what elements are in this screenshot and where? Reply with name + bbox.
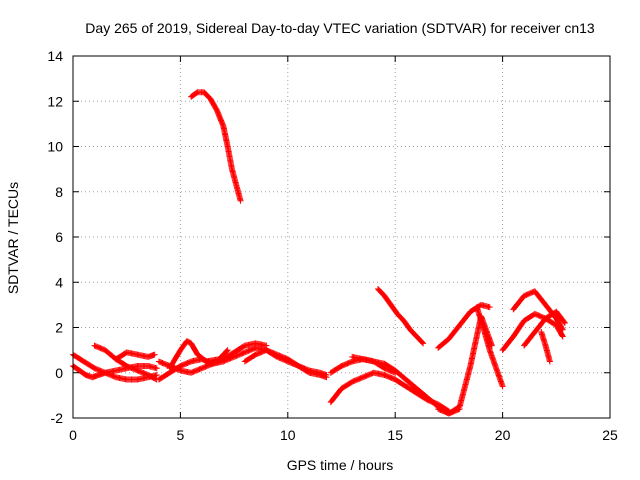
y-tick-label: 8 xyxy=(55,184,63,200)
series-arc-13 xyxy=(375,286,427,347)
series-arc-4 xyxy=(112,349,158,363)
x-tick-label: 20 xyxy=(495,427,511,443)
data-point xyxy=(420,340,427,347)
data-point xyxy=(561,318,568,325)
x-tick-label: 25 xyxy=(602,427,618,443)
data-point xyxy=(323,374,330,381)
y-tick-label: 0 xyxy=(55,365,63,381)
x-tick-label: 15 xyxy=(387,427,403,443)
data-point xyxy=(499,383,506,390)
y-tick-label: 2 xyxy=(55,320,63,336)
x-tick-label: 5 xyxy=(177,427,185,443)
series-arc-9 xyxy=(241,347,330,381)
series-arc-15 xyxy=(435,313,495,417)
data-point xyxy=(223,348,230,355)
data-point xyxy=(151,351,158,358)
data-point xyxy=(546,358,553,365)
data-point xyxy=(419,339,426,346)
data-point xyxy=(561,319,568,326)
data-point xyxy=(559,332,566,339)
chart-title: Day 265 of 2019, Sidereal Day-to-day VTE… xyxy=(85,20,595,36)
x-axis-label: GPS time / hours xyxy=(287,457,394,473)
data-point xyxy=(153,365,160,372)
grid xyxy=(73,56,610,418)
data-point xyxy=(559,333,566,340)
y-tick-label: 12 xyxy=(47,93,63,109)
data-point xyxy=(391,369,398,376)
data-points xyxy=(70,89,568,417)
y-tick-label: -2 xyxy=(51,410,64,426)
y-tick-label: 4 xyxy=(55,274,63,290)
y-tick-label: 6 xyxy=(55,229,63,245)
series-arc-16 xyxy=(473,304,506,390)
series-arc-12 xyxy=(349,353,399,376)
data-point xyxy=(224,347,231,354)
series-arc-8 xyxy=(188,89,244,204)
x-tick-label: 0 xyxy=(69,427,77,443)
data-point xyxy=(486,304,493,311)
x-tick-label: 10 xyxy=(280,427,296,443)
y-tick-label: 10 xyxy=(47,139,63,155)
data-point xyxy=(392,369,399,376)
series-arc-20 xyxy=(538,329,553,365)
data-point xyxy=(237,197,244,204)
ticks: 0 5 10 15 20 25 -2 0 2 4 6 8 10 12 14 xyxy=(47,48,618,443)
data-point xyxy=(559,325,566,332)
data-point xyxy=(559,326,566,333)
series-arc-19 xyxy=(521,308,568,349)
y-tick-label: 14 xyxy=(47,48,63,64)
series-arc-7 xyxy=(166,338,231,372)
y-axis-label: SDTVAR / TECUs xyxy=(5,182,21,294)
